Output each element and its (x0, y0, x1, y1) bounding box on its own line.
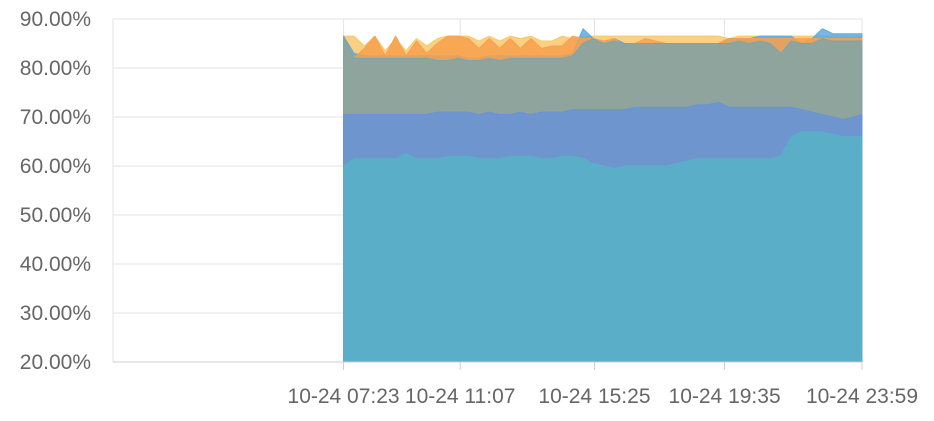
x-tick-label: 10-24 07:23 (288, 385, 400, 408)
x-tick-label: 10-24 15:25 (538, 385, 650, 408)
y-tick-label: 70.00% (20, 106, 91, 129)
y-tick-label: 50.00% (20, 204, 91, 227)
y-axis-tick-labels: 20.00% 30.00% 40.00% 50.00% 60.00% 70.00% 80.0… (20, 8, 91, 374)
x-tick-label: 10-24 11:07 (405, 385, 516, 408)
y-tick-label: 90.00% (20, 8, 91, 31)
y-tick-label: 60.00% (20, 155, 91, 178)
x-tick-label: 10-24 19:35 (669, 385, 781, 408)
y-tick-label: 20.00% (20, 351, 91, 374)
axes (113, 361, 863, 370)
y-tick-label: 40.00% (20, 253, 91, 276)
x-tick-label: 10-24 23:59 (806, 385, 918, 408)
x-axis-tick-labels: 10-24 07:23 10-24 11:07 10-24 15:25 10-24 1… (288, 385, 919, 408)
area-series-6 (343, 131, 863, 363)
y-tick-label: 80.00% (20, 57, 91, 80)
y-tick-label: 30.00% (20, 302, 91, 325)
area-series-group (343, 28, 863, 363)
